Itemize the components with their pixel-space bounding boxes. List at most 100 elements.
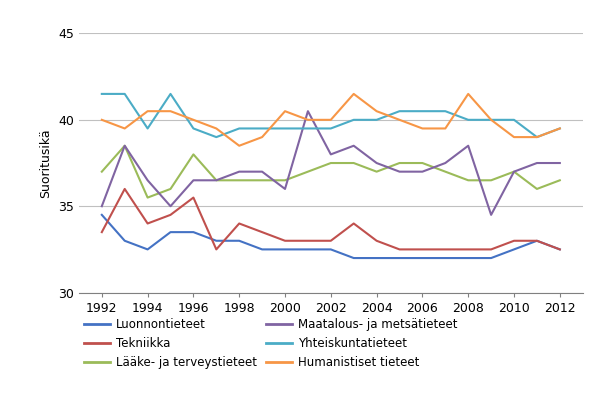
Yhteiskuntatieteet — [442, 109, 449, 114]
Yhteiskuntatieteet — [350, 117, 358, 122]
Yhteiskuntatieteet — [282, 126, 289, 131]
Yhteiskuntatieteet — [167, 92, 174, 97]
Yhteiskuntatieteet — [373, 117, 380, 122]
Tekniikka — [396, 247, 403, 252]
Humanistiset tieteet — [487, 117, 495, 122]
Lääke- ja terveystieteet — [167, 186, 174, 191]
Lääke- ja terveystieteet — [144, 195, 151, 200]
Tekniikka — [190, 195, 197, 200]
Lääke- ja terveystieteet — [121, 143, 128, 148]
Humanistiset tieteet — [282, 109, 289, 114]
Luonnontieteet — [190, 229, 197, 234]
Lääke- ja terveystieteet — [464, 178, 472, 183]
Tekniikka — [144, 221, 151, 226]
Lääke- ja terveystieteet — [350, 161, 358, 166]
Yhteiskuntatieteet — [121, 92, 128, 97]
Tekniikka — [259, 229, 266, 234]
Y-axis label: Suoritusikä: Suoritusikä — [39, 128, 53, 198]
Tekniikka — [419, 247, 426, 252]
Lääke- ja terveystieteet — [419, 161, 426, 166]
Yhteiskuntatieteet — [190, 126, 197, 131]
Luonnontieteet — [327, 247, 334, 252]
Maatalous- ja metsätieteet — [121, 143, 128, 148]
Lääke- ja terveystieteet — [259, 178, 266, 183]
Tekniikka — [510, 238, 518, 243]
Luonnontieteet — [419, 255, 426, 260]
Luonnontieteet — [350, 255, 358, 260]
Humanistiset tieteet — [419, 126, 426, 131]
Luonnontieteet — [373, 255, 380, 260]
Lääke- ja terveystieteet — [556, 178, 563, 183]
Humanistiset tieteet — [212, 126, 220, 131]
Luonnontieteet — [487, 255, 495, 260]
Maatalous- ja metsätieteet — [442, 161, 449, 166]
Tekniikka — [442, 247, 449, 252]
Lääke- ja terveystieteet — [304, 169, 311, 174]
Humanistiset tieteet — [442, 126, 449, 131]
Legend: Luonnontieteet, Tekniikka, Lääke- ja terveystieteet, Maatalous- ja metsätieteet,: Luonnontieteet, Tekniikka, Lääke- ja ter… — [79, 314, 462, 374]
Luonnontieteet — [167, 229, 174, 234]
Humanistiset tieteet — [144, 109, 151, 114]
Maatalous- ja metsätieteet — [98, 204, 106, 209]
Tekniikka — [487, 247, 495, 252]
Lääke- ja terveystieteet — [282, 178, 289, 183]
Humanistiset tieteet — [396, 117, 403, 122]
Yhteiskuntatieteet — [419, 109, 426, 114]
Line: Maatalous- ja metsätieteet: Maatalous- ja metsätieteet — [102, 111, 560, 215]
Tekniikka — [98, 229, 106, 234]
Yhteiskuntatieteet — [534, 135, 541, 140]
Maatalous- ja metsätieteet — [212, 178, 220, 183]
Luonnontieteet — [98, 212, 106, 217]
Humanistiset tieteet — [98, 117, 106, 122]
Luonnontieteet — [464, 255, 472, 260]
Yhteiskuntatieteet — [556, 126, 563, 131]
Lääke- ja terveystieteet — [190, 152, 197, 157]
Humanistiset tieteet — [373, 109, 380, 114]
Yhteiskuntatieteet — [304, 126, 311, 131]
Humanistiset tieteet — [121, 126, 128, 131]
Lääke- ja terveystieteet — [98, 169, 106, 174]
Maatalous- ja metsätieteet — [350, 143, 358, 148]
Luonnontieteet — [556, 247, 563, 252]
Humanistiset tieteet — [534, 135, 541, 140]
Yhteiskuntatieteet — [327, 126, 334, 131]
Luonnontieteet — [396, 255, 403, 260]
Tekniikka — [212, 247, 220, 252]
Lääke- ja terveystieteet — [442, 169, 449, 174]
Maatalous- ja metsätieteet — [534, 161, 541, 166]
Humanistiset tieteet — [259, 135, 266, 140]
Maatalous- ja metsätieteet — [190, 178, 197, 183]
Line: Tekniikka: Tekniikka — [102, 189, 560, 250]
Yhteiskuntatieteet — [464, 117, 472, 122]
Yhteiskuntatieteet — [236, 126, 243, 131]
Yhteiskuntatieteet — [98, 92, 106, 97]
Lääke- ja terveystieteet — [373, 169, 380, 174]
Humanistiset tieteet — [350, 92, 358, 97]
Tekniikka — [464, 247, 472, 252]
Luonnontieteet — [212, 238, 220, 243]
Humanistiset tieteet — [556, 126, 563, 131]
Line: Humanistiset tieteet: Humanistiset tieteet — [102, 94, 560, 146]
Tekniikka — [327, 238, 334, 243]
Luonnontieteet — [236, 238, 243, 243]
Maatalous- ja metsätieteet — [236, 169, 243, 174]
Humanistiset tieteet — [167, 109, 174, 114]
Maatalous- ja metsätieteet — [373, 161, 380, 166]
Maatalous- ja metsätieteet — [419, 169, 426, 174]
Lääke- ja terveystieteet — [212, 178, 220, 183]
Humanistiset tieteet — [190, 117, 197, 122]
Yhteiskuntatieteet — [259, 126, 266, 131]
Tekniikka — [556, 247, 563, 252]
Luonnontieteet — [282, 247, 289, 252]
Lääke- ja terveystieteet — [327, 161, 334, 166]
Maatalous- ja metsätieteet — [464, 143, 472, 148]
Luonnontieteet — [442, 255, 449, 260]
Tekniikka — [350, 221, 358, 226]
Lääke- ja terveystieteet — [396, 161, 403, 166]
Tekniikka — [373, 238, 380, 243]
Yhteiskuntatieteet — [144, 126, 151, 131]
Maatalous- ja metsätieteet — [487, 212, 495, 217]
Lääke- ja terveystieteet — [236, 178, 243, 183]
Line: Lääke- ja terveystieteet: Lääke- ja terveystieteet — [102, 146, 560, 198]
Lääke- ja terveystieteet — [510, 169, 518, 174]
